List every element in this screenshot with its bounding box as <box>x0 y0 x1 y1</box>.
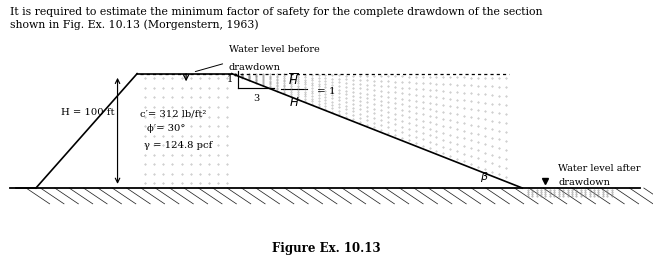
Text: drawdown: drawdown <box>558 178 610 186</box>
Text: 1: 1 <box>227 75 233 84</box>
Text: H = 100 ft: H = 100 ft <box>61 108 114 117</box>
Text: c′= 312 lb/ft²: c′= 312 lb/ft² <box>140 109 207 118</box>
Text: $\beta$: $\beta$ <box>480 170 488 184</box>
Text: Water level before: Water level before <box>229 45 319 54</box>
Text: 3: 3 <box>253 94 259 103</box>
Text: ϕ′= 30°: ϕ′= 30° <box>147 124 185 133</box>
Text: drawdown: drawdown <box>229 63 280 72</box>
Text: $H$: $H$ <box>289 96 299 109</box>
Text: γ = 124.8 pcf: γ = 124.8 pcf <box>144 141 212 150</box>
Text: shown in Fig. Ex. 10.13 (Morgenstern, 1963): shown in Fig. Ex. 10.13 (Morgenstern, 19… <box>10 20 259 30</box>
Text: Water level after: Water level after <box>558 164 641 173</box>
Text: = 1: = 1 <box>317 87 336 96</box>
Text: $\overline{H}$: $\overline{H}$ <box>289 73 299 88</box>
Text: Figure Ex. 10.13: Figure Ex. 10.13 <box>272 242 381 255</box>
Text: It is required to estimate the minimum factor of safety for the complete drawdow: It is required to estimate the minimum f… <box>10 7 542 17</box>
